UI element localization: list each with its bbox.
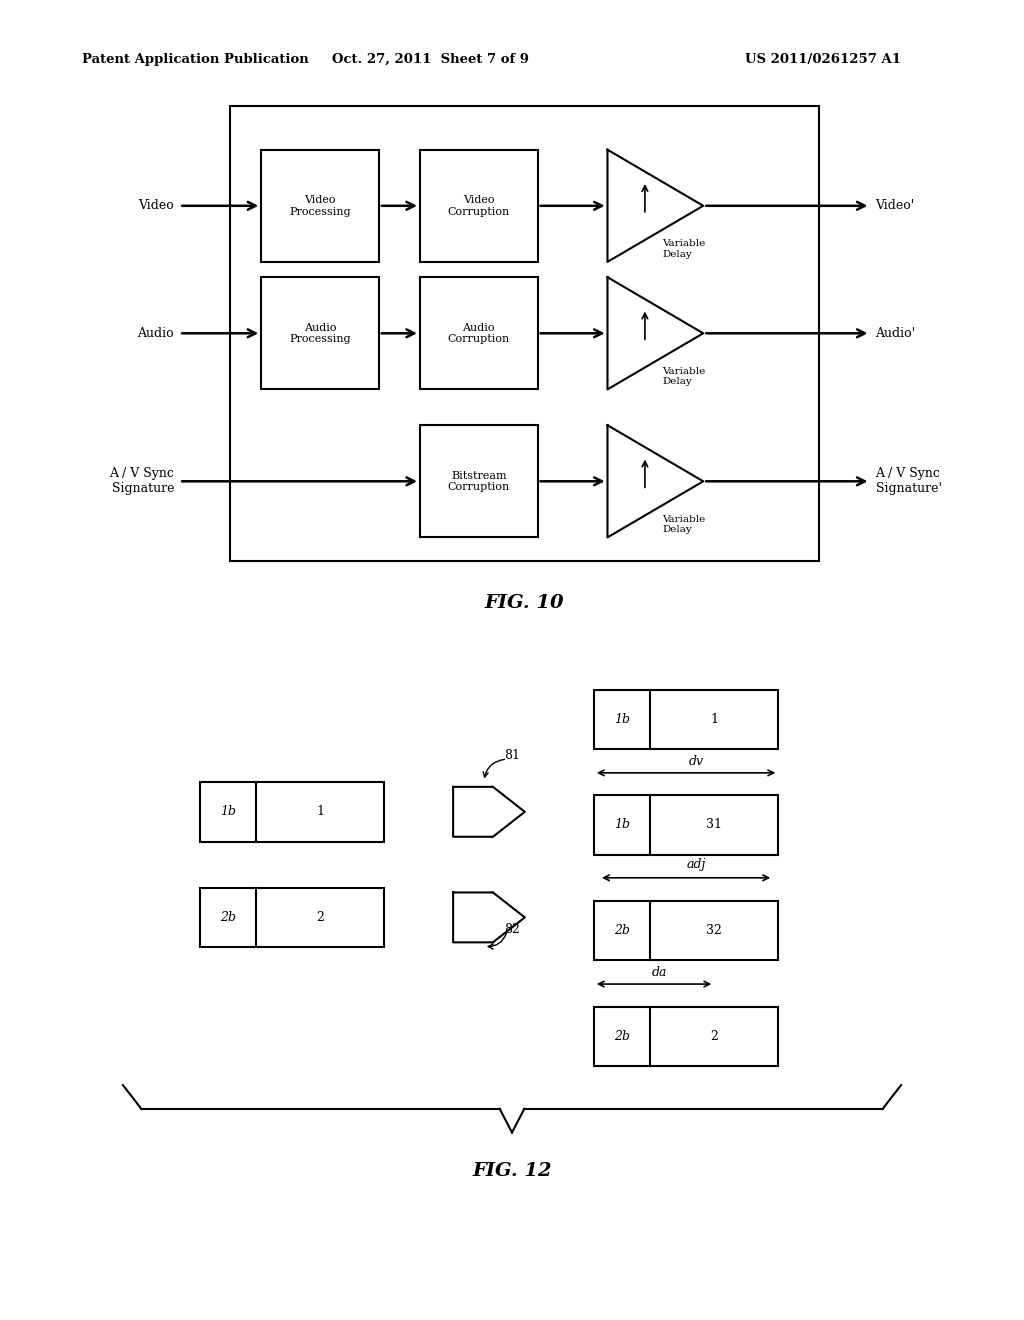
Text: Patent Application Publication: Patent Application Publication bbox=[82, 53, 308, 66]
Text: Audio
Corruption: Audio Corruption bbox=[447, 322, 510, 345]
Bar bbox=[594, 902, 778, 961]
Bar bbox=[200, 781, 384, 842]
Text: 1b: 1b bbox=[614, 818, 630, 832]
Text: Variable
Delay: Variable Delay bbox=[663, 239, 706, 259]
Text: 1: 1 bbox=[711, 713, 718, 726]
Bar bbox=[594, 1006, 778, 1067]
Text: Video: Video bbox=[138, 199, 174, 213]
Text: 2: 2 bbox=[316, 911, 324, 924]
Text: Oct. 27, 2011  Sheet 7 of 9: Oct. 27, 2011 Sheet 7 of 9 bbox=[332, 53, 528, 66]
Text: 2b: 2b bbox=[614, 1030, 630, 1043]
Text: FIG. 10: FIG. 10 bbox=[484, 594, 564, 612]
Text: Audio
Processing: Audio Processing bbox=[289, 322, 351, 345]
Text: 82: 82 bbox=[504, 923, 520, 936]
Text: A / V Sync
Signature: A / V Sync Signature bbox=[110, 467, 174, 495]
Bar bbox=[230, 106, 819, 561]
Text: Audio: Audio bbox=[137, 327, 174, 339]
Text: FIG. 12: FIG. 12 bbox=[472, 1162, 552, 1180]
Text: Video': Video' bbox=[876, 199, 914, 213]
Text: 2: 2 bbox=[711, 1030, 718, 1043]
Text: 81: 81 bbox=[504, 748, 520, 762]
Text: Bitstream
Corruption: Bitstream Corruption bbox=[447, 470, 510, 492]
Text: 32: 32 bbox=[707, 924, 722, 937]
Bar bbox=[594, 689, 778, 750]
Text: 31: 31 bbox=[707, 818, 722, 832]
Text: da: da bbox=[651, 966, 667, 979]
Text: Video
Corruption: Video Corruption bbox=[447, 195, 510, 216]
Bar bbox=[261, 277, 379, 389]
Text: 1: 1 bbox=[316, 805, 324, 818]
Text: Variable
Delay: Variable Delay bbox=[663, 367, 706, 387]
Text: A / V Sync
Signature': A / V Sync Signature' bbox=[876, 467, 941, 495]
Polygon shape bbox=[453, 892, 524, 942]
Text: Variable
Delay: Variable Delay bbox=[663, 515, 706, 535]
Bar bbox=[420, 149, 538, 261]
Text: dv: dv bbox=[689, 755, 703, 768]
Text: 2b: 2b bbox=[614, 924, 630, 937]
Text: 1b: 1b bbox=[220, 805, 236, 818]
Text: 1b: 1b bbox=[614, 713, 630, 726]
Bar bbox=[420, 425, 538, 537]
Bar bbox=[420, 277, 538, 389]
Polygon shape bbox=[453, 787, 524, 837]
Text: Audio': Audio' bbox=[876, 327, 915, 339]
Text: Video
Processing: Video Processing bbox=[289, 195, 351, 216]
Bar bbox=[261, 149, 379, 261]
Text: adj: adj bbox=[687, 858, 706, 871]
Bar bbox=[200, 888, 384, 948]
Text: US 2011/0261257 A1: US 2011/0261257 A1 bbox=[745, 53, 901, 66]
Text: 2b: 2b bbox=[220, 911, 236, 924]
Bar bbox=[594, 795, 778, 855]
